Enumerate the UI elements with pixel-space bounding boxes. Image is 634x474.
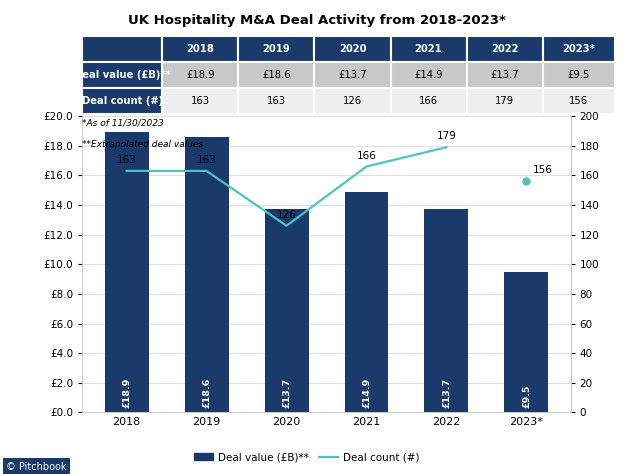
- Text: 2018: 2018: [186, 44, 214, 54]
- Text: £13.7: £13.7: [338, 70, 367, 80]
- Bar: [467, 36, 543, 62]
- Text: © Pitchbook: © Pitchbook: [6, 462, 67, 472]
- Bar: [82, 62, 162, 88]
- Bar: [238, 88, 314, 114]
- Text: UK Hospitality M&A Deal Activity from 2018-2023*: UK Hospitality M&A Deal Activity from 20…: [128, 14, 506, 27]
- Text: 166: 166: [356, 151, 377, 161]
- Text: £13.7: £13.7: [490, 70, 519, 80]
- Text: £14.9: £14.9: [414, 70, 443, 80]
- Text: £9.5: £9.5: [522, 384, 531, 408]
- Bar: [238, 62, 314, 88]
- Text: £13.7: £13.7: [442, 378, 451, 408]
- Bar: [314, 62, 391, 88]
- Text: £9.5: £9.5: [567, 70, 590, 80]
- Text: 126: 126: [343, 96, 362, 106]
- Text: **Extrapolated deal values: **Extrapolated deal values: [82, 140, 204, 149]
- Bar: [543, 88, 615, 114]
- Bar: [543, 36, 615, 62]
- Text: *As of 11/30/2023: *As of 11/30/2023: [82, 118, 164, 128]
- Bar: [82, 88, 162, 114]
- Bar: [425, 210, 469, 412]
- Text: £18.9: £18.9: [122, 378, 131, 408]
- Bar: [467, 62, 543, 88]
- Bar: [505, 272, 548, 412]
- Text: 163: 163: [267, 96, 286, 106]
- Text: 2022: 2022: [491, 44, 519, 54]
- Bar: [162, 62, 238, 88]
- Text: 156: 156: [533, 165, 553, 175]
- Bar: [162, 36, 238, 62]
- Text: 163: 163: [191, 96, 210, 106]
- Text: 179: 179: [495, 96, 514, 106]
- Text: 163: 163: [117, 155, 136, 165]
- Text: 163: 163: [197, 155, 216, 165]
- Bar: [391, 62, 467, 88]
- Bar: [105, 132, 148, 412]
- Text: £14.9: £14.9: [362, 378, 371, 408]
- Text: £13.7: £13.7: [282, 378, 291, 408]
- Text: £18.6: £18.6: [262, 70, 291, 80]
- Bar: [543, 62, 615, 88]
- Bar: [238, 36, 314, 62]
- Bar: [467, 88, 543, 114]
- Bar: [184, 137, 228, 412]
- Bar: [82, 36, 162, 62]
- Legend: Deal value (£B)**, Deal count (#): Deal value (£B)**, Deal count (#): [190, 448, 424, 466]
- Text: 166: 166: [419, 96, 438, 106]
- Text: £18.6: £18.6: [202, 378, 211, 408]
- Text: 156: 156: [569, 96, 588, 106]
- Text: Deal count (#): Deal count (#): [82, 96, 163, 106]
- Text: 2020: 2020: [339, 44, 366, 54]
- Bar: [344, 191, 389, 412]
- Text: 126: 126: [276, 210, 297, 220]
- Bar: [264, 210, 309, 412]
- Text: 179: 179: [437, 131, 456, 141]
- Text: £18.9: £18.9: [186, 70, 215, 80]
- Bar: [314, 88, 391, 114]
- Text: 2023*: 2023*: [562, 44, 595, 54]
- Bar: [314, 36, 391, 62]
- Bar: [162, 88, 238, 114]
- Bar: [391, 88, 467, 114]
- Bar: [391, 36, 467, 62]
- Text: 2021: 2021: [415, 44, 443, 54]
- Text: Deal value (£B)**: Deal value (£B)**: [74, 70, 171, 80]
- Text: 2019: 2019: [262, 44, 290, 54]
